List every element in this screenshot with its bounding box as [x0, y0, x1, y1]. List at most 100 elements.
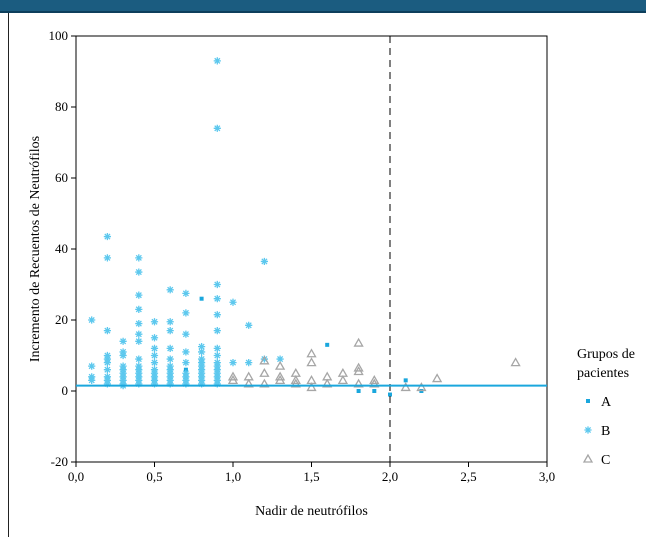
data-point-B	[135, 268, 143, 276]
data-point-C	[290, 378, 301, 388]
series-B	[88, 57, 284, 390]
x-tick-label: 3,0	[539, 469, 555, 484]
data-point-B	[166, 355, 174, 363]
data-point-C	[369, 378, 380, 388]
reference-lines	[76, 36, 547, 462]
data-marks	[88, 57, 521, 397]
data-point-C	[306, 382, 317, 392]
data-point-B	[150, 351, 159, 360]
data-point-B	[213, 344, 221, 352]
data-point-B	[166, 344, 174, 352]
data-point-C	[306, 348, 317, 358]
legend: Grupos de pacientes ABC	[577, 347, 635, 468]
x-tick-label: 2,5	[460, 469, 476, 484]
data-point-B	[103, 232, 111, 241]
data-point-A	[325, 342, 330, 347]
data-point-B	[135, 319, 143, 328]
data-point-B	[103, 254, 111, 262]
legend-title-line1: Grupos de	[577, 347, 635, 362]
y-tick-label: -20	[51, 454, 68, 469]
data-point-C	[290, 375, 301, 385]
data-point-C	[369, 375, 380, 385]
data-point-C	[227, 371, 239, 381]
data-point-C	[274, 360, 286, 370]
data-point-B	[213, 124, 221, 132]
data-point-B	[135, 254, 143, 262]
data-point-B	[213, 57, 221, 65]
data-point-B	[229, 359, 237, 367]
legend-label-A: A	[601, 395, 612, 410]
data-point-B	[245, 321, 253, 329]
data-point-B	[276, 355, 284, 363]
data-point-B	[198, 380, 206, 388]
data-point-B	[103, 327, 111, 335]
data-point-B	[88, 316, 96, 324]
legend-items: ABC	[582, 395, 612, 468]
data-point-C	[259, 355, 270, 365]
data-point-B	[260, 355, 268, 363]
legend-marker-C	[582, 453, 594, 463]
data-point-A	[199, 296, 204, 301]
header-bar	[0, 0, 646, 13]
data-point-C	[431, 373, 443, 383]
data-point-B	[135, 355, 143, 363]
legend-title-line2: pacientes	[577, 366, 629, 381]
axis-ticks: 0,0 0,5 1,0 1,5 2,0 2,5 3,0 -20 0 20 40 60 80 100	[49, 28, 556, 484]
data-point-C	[353, 362, 364, 372]
data-point-C	[400, 382, 411, 392]
data-point-B	[182, 380, 190, 388]
data-point-B	[135, 305, 143, 313]
data-point-B	[213, 280, 221, 289]
data-point-B	[103, 359, 111, 367]
data-point-B	[135, 380, 143, 388]
legend-label-C: C	[601, 453, 610, 468]
data-point-B	[150, 380, 159, 388]
data-point-A	[372, 389, 377, 393]
x-tick-label: 0,5	[146, 469, 162, 484]
legend-marker-B	[584, 426, 592, 434]
data-point-C	[274, 371, 286, 381]
data-point-B	[119, 337, 127, 345]
data-point-B	[166, 286, 174, 294]
data-point-B	[119, 351, 127, 360]
data-point-B	[182, 289, 190, 297]
x-tick-label: 2,0	[382, 469, 398, 484]
header-bar-accent	[0, 11, 646, 13]
data-point-B	[135, 291, 143, 299]
x-tick-label: 1,5	[303, 469, 319, 484]
data-point-B	[182, 359, 190, 367]
data-point-B	[150, 318, 159, 326]
data-point-B	[166, 327, 174, 335]
data-point-A	[403, 378, 408, 383]
data-point-B	[198, 348, 206, 356]
data-point-B	[103, 380, 111, 388]
data-point-C	[353, 378, 364, 388]
data-point-C	[243, 378, 254, 388]
data-point-C	[259, 378, 270, 388]
data-point-C	[337, 375, 349, 385]
data-point-B	[260, 257, 268, 266]
data-point-B	[213, 380, 221, 388]
data-point-A	[356, 389, 361, 393]
data-point-C	[353, 337, 364, 347]
legend-item-B: B	[584, 424, 610, 439]
data-point-B	[182, 309, 190, 317]
data-point-B	[182, 330, 190, 338]
x-tick-label: 1,0	[225, 469, 241, 484]
data-point-B	[198, 343, 206, 351]
data-point-B	[88, 362, 96, 370]
data-point-C	[510, 357, 521, 367]
data-point-B	[103, 366, 111, 374]
data-point-B	[229, 298, 237, 306]
data-point-B	[135, 337, 143, 345]
legend-item-C: C	[582, 453, 610, 468]
data-point-C	[306, 357, 317, 367]
x-tick-label: 0,0	[68, 469, 84, 484]
data-point-B	[245, 359, 253, 367]
legend-label-B: B	[601, 424, 610, 439]
x-axis-label: Nadir de neutrófilos	[255, 504, 368, 519]
data-point-B	[213, 295, 221, 303]
data-point-B	[150, 344, 159, 352]
left-border-line	[8, 13, 9, 537]
y-tick-label: 100	[49, 28, 69, 43]
